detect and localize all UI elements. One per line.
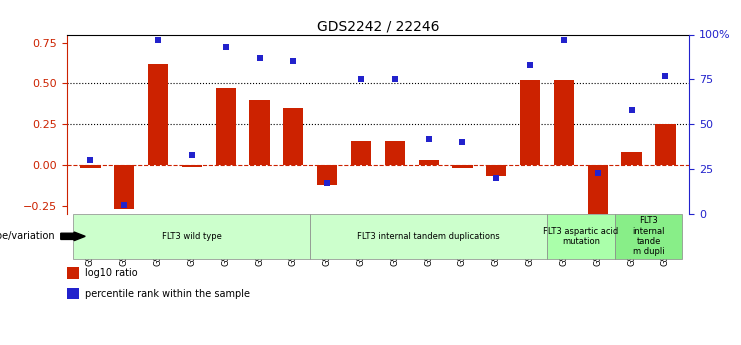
Bar [419,160,439,165]
Bar [547,214,615,259]
Point [253,55,265,61]
Point [119,202,130,208]
Text: FLT3 aspartic acid
mutation: FLT3 aspartic acid mutation [543,227,619,246]
Point [322,181,333,186]
Point [491,175,502,181]
Point [152,37,164,43]
Point [625,107,637,112]
Bar [283,108,304,165]
Bar [80,165,101,168]
Bar [622,152,642,165]
Bar [73,214,310,259]
Bar [310,214,547,259]
Text: FLT3
internal
tande
m dupli: FLT3 internal tande m dupli [632,216,665,256]
Point [220,44,232,50]
Bar [114,165,134,209]
Bar [350,140,371,165]
Point [456,139,468,145]
Bar [655,124,676,165]
Bar [615,214,682,259]
Bar [182,165,202,167]
Point [659,73,671,79]
Point [422,136,434,141]
Bar [250,100,270,165]
Bar [67,288,79,299]
Text: genotype/variation: genotype/variation [0,231,56,241]
Point [186,152,198,157]
Bar [554,80,574,165]
Bar [148,64,168,165]
Bar [317,165,337,185]
Point [389,77,401,82]
Point [592,170,604,175]
Text: FLT3 internal tandem duplications: FLT3 internal tandem duplications [357,232,500,241]
Bar [588,165,608,214]
Bar [520,80,540,165]
Text: percentile rank within the sample: percentile rank within the sample [85,289,250,299]
Text: log10 ratio: log10 ratio [85,268,138,278]
Bar [216,88,236,165]
Point [524,62,536,68]
Point [558,37,570,43]
Point [288,59,299,64]
Point [355,77,367,82]
Bar [67,267,79,279]
Bar [486,165,506,176]
Bar [452,165,473,168]
Point [84,157,96,163]
Title: GDS2242 / 22246: GDS2242 / 22246 [316,19,439,33]
Bar [385,140,405,165]
Text: FLT3 wild type: FLT3 wild type [162,232,222,241]
